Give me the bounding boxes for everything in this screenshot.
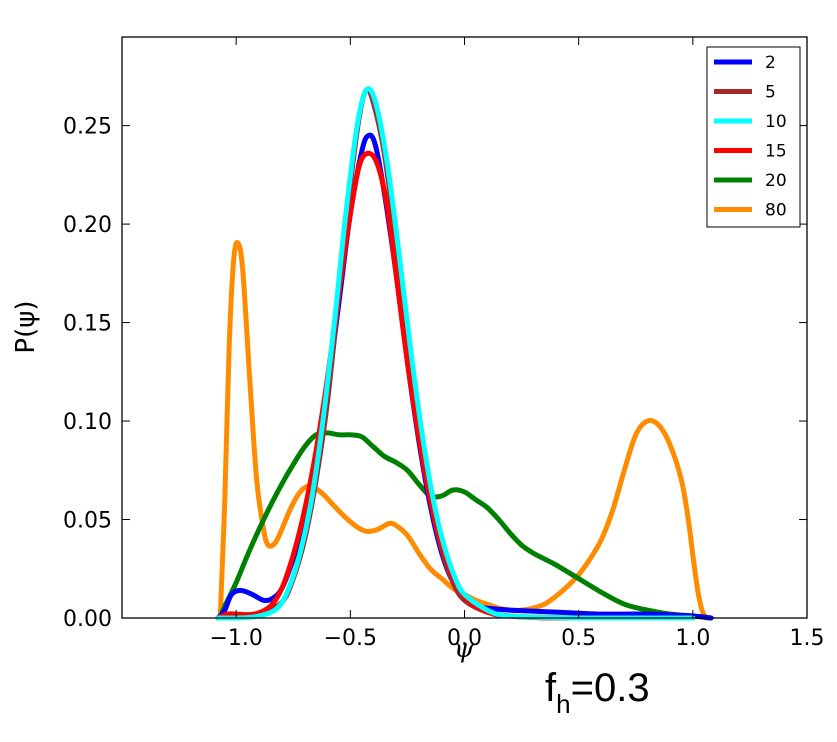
series-line-80 [217, 240, 709, 621]
y-tick-label: 0.15 [63, 312, 112, 337]
series-line-10 [215, 86, 696, 621]
legend-box [706, 46, 801, 228]
x-tick-label: −1.0 [209, 626, 262, 651]
series-line-5 [215, 87, 696, 621]
y-axis-ticks: 0.00 0.05 0.10 0.15 0.20 0.25 [63, 115, 807, 632]
legend-label-2: 2 [765, 53, 776, 73]
y-axis-label: P(ψ) [11, 300, 41, 353]
legend-label-5: 5 [765, 83, 776, 103]
series-line-20 [217, 430, 714, 621]
y-tick-label: 0.10 [63, 410, 112, 435]
legend: 2 5 10 15 20 80 [706, 46, 801, 228]
x-tick-label: 0.5 [561, 626, 596, 651]
series-line-2 [215, 132, 714, 621]
y-tick-label: 0.00 [63, 607, 112, 632]
x-tick-label: −0.5 [324, 626, 377, 651]
annotation-main: f [545, 666, 557, 710]
series-curves [215, 86, 714, 621]
x-tick-label: 1.0 [675, 626, 710, 651]
parameter-annotation: fh=0.3 [545, 668, 650, 717]
legend-label-20: 20 [765, 171, 787, 191]
y-tick-label: 0.20 [63, 213, 112, 238]
legend-label-80: 80 [765, 201, 787, 221]
x-tick-label: 1.5 [790, 626, 825, 651]
x-axis-label: ψ [454, 634, 475, 664]
series-line-15 [215, 150, 696, 621]
y-tick-label: 0.05 [63, 509, 112, 534]
legend-label-15: 15 [765, 142, 787, 162]
x-axis-ticks: −1.0 −0.5 0.0 0.5 1.0 1.5 [209, 37, 825, 651]
annotation-value: =0.3 [570, 666, 650, 710]
legend-label-10: 10 [765, 112, 787, 132]
annotation-subscript: h [556, 689, 571, 719]
y-tick-label: 0.25 [63, 115, 112, 140]
x-tick-label: 0.0 [447, 626, 482, 651]
